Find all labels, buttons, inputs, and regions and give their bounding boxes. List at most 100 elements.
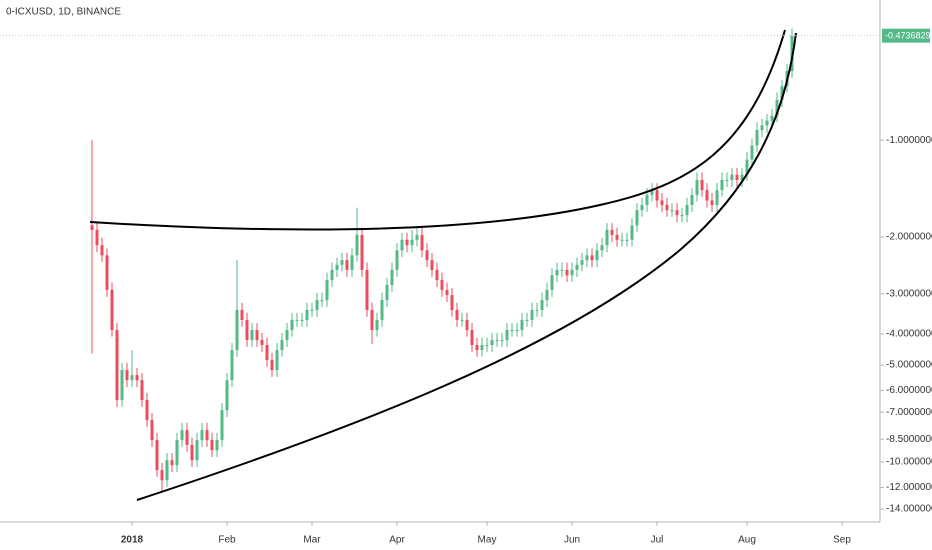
candle-body xyxy=(160,470,164,481)
last-price-box xyxy=(882,28,930,43)
candle-body xyxy=(460,319,464,321)
candle-body xyxy=(265,344,269,360)
candle-body xyxy=(680,215,684,217)
candle-body xyxy=(365,269,369,310)
candle-body xyxy=(195,440,199,461)
candle-body xyxy=(765,120,769,126)
candle-body xyxy=(315,300,319,310)
candle-body xyxy=(170,460,174,466)
candle-body xyxy=(550,275,554,290)
candle-body xyxy=(500,340,504,342)
candle-body xyxy=(240,309,244,320)
candle-body xyxy=(555,269,559,276)
candle-body xyxy=(390,269,394,286)
candle-body xyxy=(695,179,699,195)
candle-body xyxy=(100,245,104,256)
y-tick-label: -3.0000000 xyxy=(886,288,932,299)
y-tick-label: -10.0000000 xyxy=(886,457,932,468)
candle-body xyxy=(565,269,569,276)
candle-body xyxy=(120,370,124,401)
candle-body xyxy=(380,300,384,320)
x-tick-label: May xyxy=(478,535,497,546)
x-tick-label: Jun xyxy=(564,535,580,546)
candle-body xyxy=(725,179,729,181)
candle-body xyxy=(300,319,304,321)
candle-body xyxy=(355,234,359,256)
candle-body xyxy=(455,309,459,320)
candle-body xyxy=(660,200,664,205)
candle-body xyxy=(535,309,539,311)
candle-body xyxy=(715,190,719,205)
candle-body xyxy=(90,225,94,230)
candle-body xyxy=(575,264,579,270)
candle-body xyxy=(410,239,414,246)
candle-body xyxy=(625,239,629,241)
candle-body xyxy=(505,330,509,341)
candle-body xyxy=(475,344,479,351)
candle-body xyxy=(720,179,724,191)
trendline-upper xyxy=(89,29,786,231)
candle-body xyxy=(330,269,334,281)
y-tick-label: -2.0000000 xyxy=(886,232,932,243)
candle-body xyxy=(525,319,529,321)
candle-body xyxy=(350,255,354,270)
y-tick-label: -7.0000000 xyxy=(886,407,932,418)
candle-body xyxy=(745,159,749,175)
x-tick-label: Feb xyxy=(218,535,236,546)
candle-body xyxy=(780,86,784,100)
candle-body xyxy=(585,255,589,261)
candle-body xyxy=(335,264,339,270)
y-tick-label: -4.0000000 xyxy=(886,329,932,340)
candle-body xyxy=(140,380,144,401)
chart-title: 0-ICXUSD, 1D, BINANCE xyxy=(6,7,121,18)
candle-body xyxy=(560,269,564,271)
candle-body xyxy=(710,200,714,205)
trendline-lower xyxy=(136,32,797,501)
y-tick-label: -6.0000000 xyxy=(886,385,932,396)
candle-body xyxy=(200,430,204,441)
last-price-label: -0.4736829 xyxy=(885,31,931,41)
candle-body xyxy=(95,229,99,246)
candle-body xyxy=(375,319,379,331)
candle-body xyxy=(295,319,299,321)
x-tick-label: Jul xyxy=(651,535,664,546)
candle-body xyxy=(645,194,649,205)
candle-body xyxy=(270,359,274,371)
candle-body xyxy=(440,280,444,290)
candle-body xyxy=(580,260,584,265)
candle-body xyxy=(590,255,594,261)
candle-body xyxy=(340,260,344,265)
candle-body xyxy=(705,190,709,201)
candle-body xyxy=(255,330,259,341)
candle-body xyxy=(285,330,289,341)
y-tick-label: -1.0000000 xyxy=(886,135,932,146)
candle-body xyxy=(130,375,134,381)
candle-body xyxy=(220,410,224,441)
candle-body xyxy=(540,300,544,310)
candle-body xyxy=(405,239,409,246)
candle-body xyxy=(165,460,169,481)
y-tick-label: -12.0000000 xyxy=(886,482,932,493)
x-tick-label: Apr xyxy=(389,535,405,546)
candle-body xyxy=(345,260,349,270)
candle-body xyxy=(770,115,774,121)
y-tick-label: -5.0000000 xyxy=(886,360,932,371)
candle-body xyxy=(640,204,644,211)
candle-body xyxy=(630,225,634,240)
candle-body xyxy=(755,129,759,146)
candle-body xyxy=(150,420,154,441)
candle-body xyxy=(605,229,609,246)
candle-body xyxy=(530,309,534,320)
candle-body xyxy=(750,145,754,160)
candle-body xyxy=(730,174,734,180)
candle-body xyxy=(600,245,604,251)
candle-body xyxy=(215,440,219,451)
y-tick-label: -8.5000000 xyxy=(886,434,932,445)
x-tick-label: 2018 xyxy=(121,535,144,546)
candle-body xyxy=(470,330,474,345)
candle-body xyxy=(310,309,314,311)
candle-body xyxy=(175,440,179,466)
candle-body xyxy=(675,210,679,216)
candle-body xyxy=(450,295,454,310)
